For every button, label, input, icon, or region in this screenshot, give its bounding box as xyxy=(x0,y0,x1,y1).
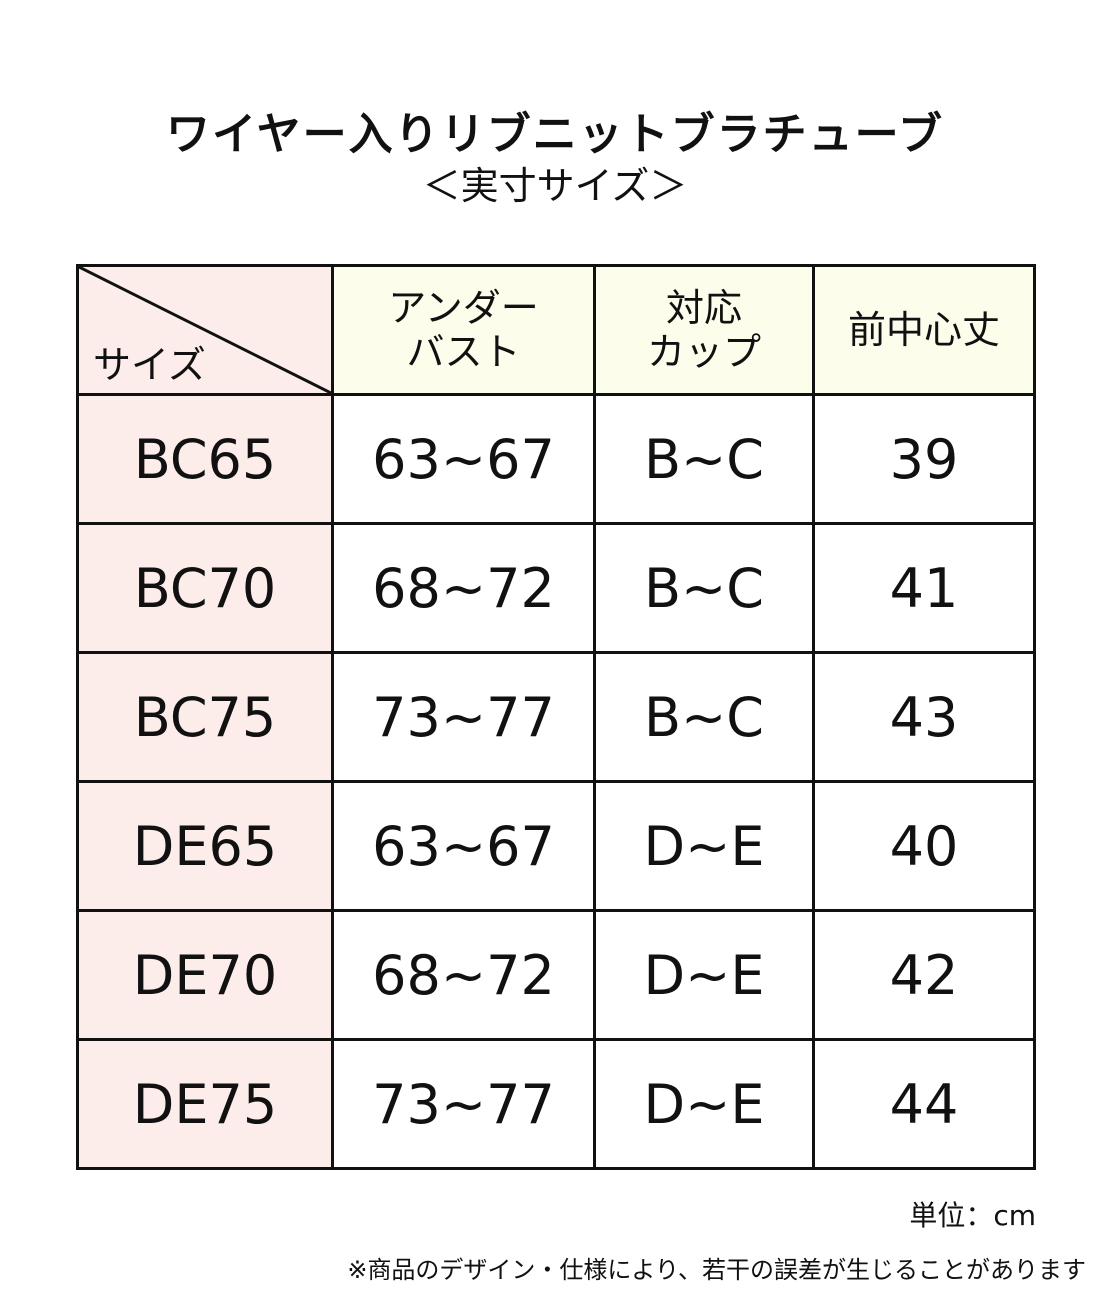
front-length-cell: 43 xyxy=(812,651,1036,783)
disclaimer-note: ※商品のデザイン・仕様により、若干の誤差が生じることがあります xyxy=(347,1256,1086,1284)
table-row: DE65 63~67 D~E 40 xyxy=(76,780,1036,912)
table-row: DE75 73~77 D~E 44 xyxy=(76,1038,1036,1170)
diagonal-divider xyxy=(79,267,331,393)
size-cell: BC75 xyxy=(76,651,334,783)
size-cell: BC65 xyxy=(76,393,334,525)
page-subtitle: ＜実寸サイズ＞ xyxy=(422,164,688,208)
header-front-length: 前中心丈 xyxy=(812,264,1036,396)
front-length-cell: 44 xyxy=(812,1038,1036,1170)
cup-cell: D~E xyxy=(593,909,815,1041)
corner-label: サイズ xyxy=(93,343,206,387)
unit-label: 単位：cm xyxy=(909,1199,1036,1232)
header-under-bust: アンダー バスト xyxy=(331,264,596,396)
cup-cell: D~E xyxy=(593,780,815,912)
cup-cell: B~C xyxy=(593,651,815,783)
front-length-cell: 39 xyxy=(812,393,1036,525)
size-cell: DE75 xyxy=(76,1038,334,1170)
cup-cell: B~C xyxy=(593,522,815,654)
size-cell: BC70 xyxy=(76,522,334,654)
cup-cell: B~C xyxy=(593,393,815,525)
size-cell: DE70 xyxy=(76,909,334,1041)
size-table: サイズ アンダー バスト 対応 カップ 前中心丈 BC65 63~67 B~C 39 BC7… xyxy=(76,264,1036,1170)
front-length-cell: 40 xyxy=(812,780,1036,912)
page-title: ワイヤー入りリブニットブラチューブ xyxy=(165,109,945,160)
header-row: サイズ アンダー バスト 対応 カップ 前中心丈 xyxy=(76,264,1036,396)
under-bust-cell: 73~77 xyxy=(331,651,596,783)
table-row: BC75 73~77 B~C 43 xyxy=(76,651,1036,783)
under-bust-cell: 63~67 xyxy=(331,393,596,525)
front-length-cell: 41 xyxy=(812,522,1036,654)
under-bust-cell: 73~77 xyxy=(331,1038,596,1170)
header-corner-cell: サイズ xyxy=(76,264,334,396)
table-row: BC65 63~67 B~C 39 xyxy=(76,393,1036,525)
under-bust-cell: 68~72 xyxy=(331,522,596,654)
table-row: BC70 68~72 B~C 41 xyxy=(76,522,1036,654)
table-row: DE70 68~72 D~E 42 xyxy=(76,909,1036,1041)
front-length-cell: 42 xyxy=(812,909,1036,1041)
under-bust-cell: 68~72 xyxy=(331,909,596,1041)
cup-cell: D~E xyxy=(593,1038,815,1170)
size-cell: DE65 xyxy=(76,780,334,912)
header-cup: 対応 カップ xyxy=(593,264,815,396)
under-bust-cell: 63~67 xyxy=(331,780,596,912)
